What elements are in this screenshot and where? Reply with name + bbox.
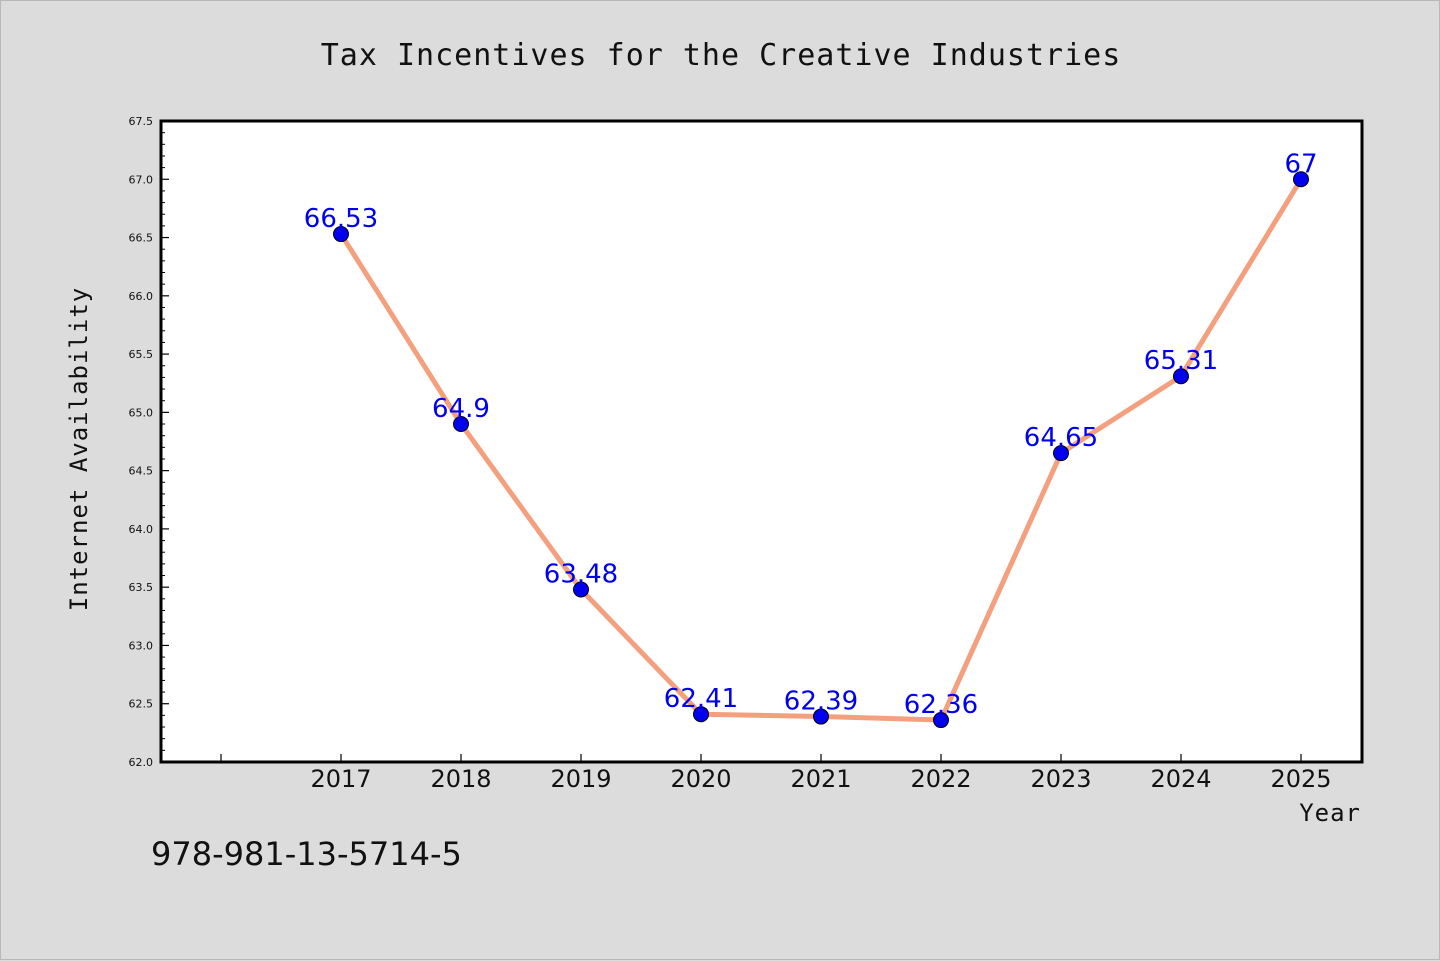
- plot-area: [159, 119, 1364, 764]
- data-point: [933, 712, 949, 729]
- x-axis-title: Year: [1299, 799, 1361, 827]
- chart-title: Tax Incentives for the Creative Industri…: [321, 38, 1122, 73]
- data-label: 63.48: [544, 560, 618, 590]
- data-point: [1293, 171, 1309, 188]
- isbn-footer: 978-981-13-5714-5: [151, 835, 462, 873]
- data-point: [573, 581, 589, 598]
- data-label: 64.9: [432, 394, 490, 424]
- x-tick-label: 2020: [670, 765, 731, 793]
- data-point: [333, 226, 349, 243]
- data-label: 62.39: [784, 687, 858, 717]
- y-tick-label: 66.0: [129, 290, 154, 303]
- y-axis: 62.0 62.5 63.0 63.5 64.0 64.5 65.0 65.5 66.0 66.5…: [129, 115, 169, 769]
- x-tick-label: 2025: [1270, 765, 1331, 793]
- data-label: 64.65: [1024, 423, 1098, 453]
- data-point: [1173, 368, 1189, 385]
- y-tick-label: 62.5: [129, 698, 154, 711]
- x-tick-label: 2021: [790, 765, 851, 793]
- y-tick-label: 62.0: [129, 756, 154, 769]
- data-label: 62.41: [664, 684, 738, 714]
- y-tick-label: 63.0: [129, 639, 154, 652]
- y-tick-label: 64.0: [129, 523, 154, 536]
- data-point: [1053, 445, 1069, 462]
- x-axis: 2017 2018 2019 2020 2021 2022 2023 2024 2025: [220, 754, 1332, 793]
- data-label: 65.31: [1144, 346, 1218, 376]
- y-axis-title: Internet Availability: [65, 287, 93, 611]
- x-tick-label: 2019: [550, 765, 611, 793]
- data-label: 62.36: [904, 690, 978, 720]
- data-point: [453, 416, 469, 433]
- data-point: [813, 708, 829, 725]
- y-tick-label: 67.0: [129, 173, 154, 186]
- data-label: 66.53: [304, 204, 378, 234]
- x-tick-label: 2018: [430, 765, 491, 793]
- data-labels: 66.53 64.9 63.48 62.41 62.39 62.36 64.65 65.31 6…: [304, 149, 1318, 720]
- x-tick-label: 2023: [1030, 765, 1091, 793]
- y-tick-label: 67.5: [129, 115, 154, 128]
- x-tick-label: 2024: [1150, 765, 1211, 793]
- y-tick-label: 65.0: [129, 406, 154, 419]
- y-tick-label: 63.5: [129, 581, 154, 594]
- x-tick-label: 2022: [910, 765, 971, 793]
- y-tick-label: 66.5: [129, 232, 154, 245]
- data-label: 67: [1284, 149, 1317, 179]
- y-tick-label: 64.5: [129, 465, 154, 478]
- data-point: [693, 706, 709, 723]
- y-tick-label: 65.5: [129, 348, 154, 361]
- x-tick-label: 2017: [310, 765, 371, 793]
- data-markers: [333, 171, 1309, 729]
